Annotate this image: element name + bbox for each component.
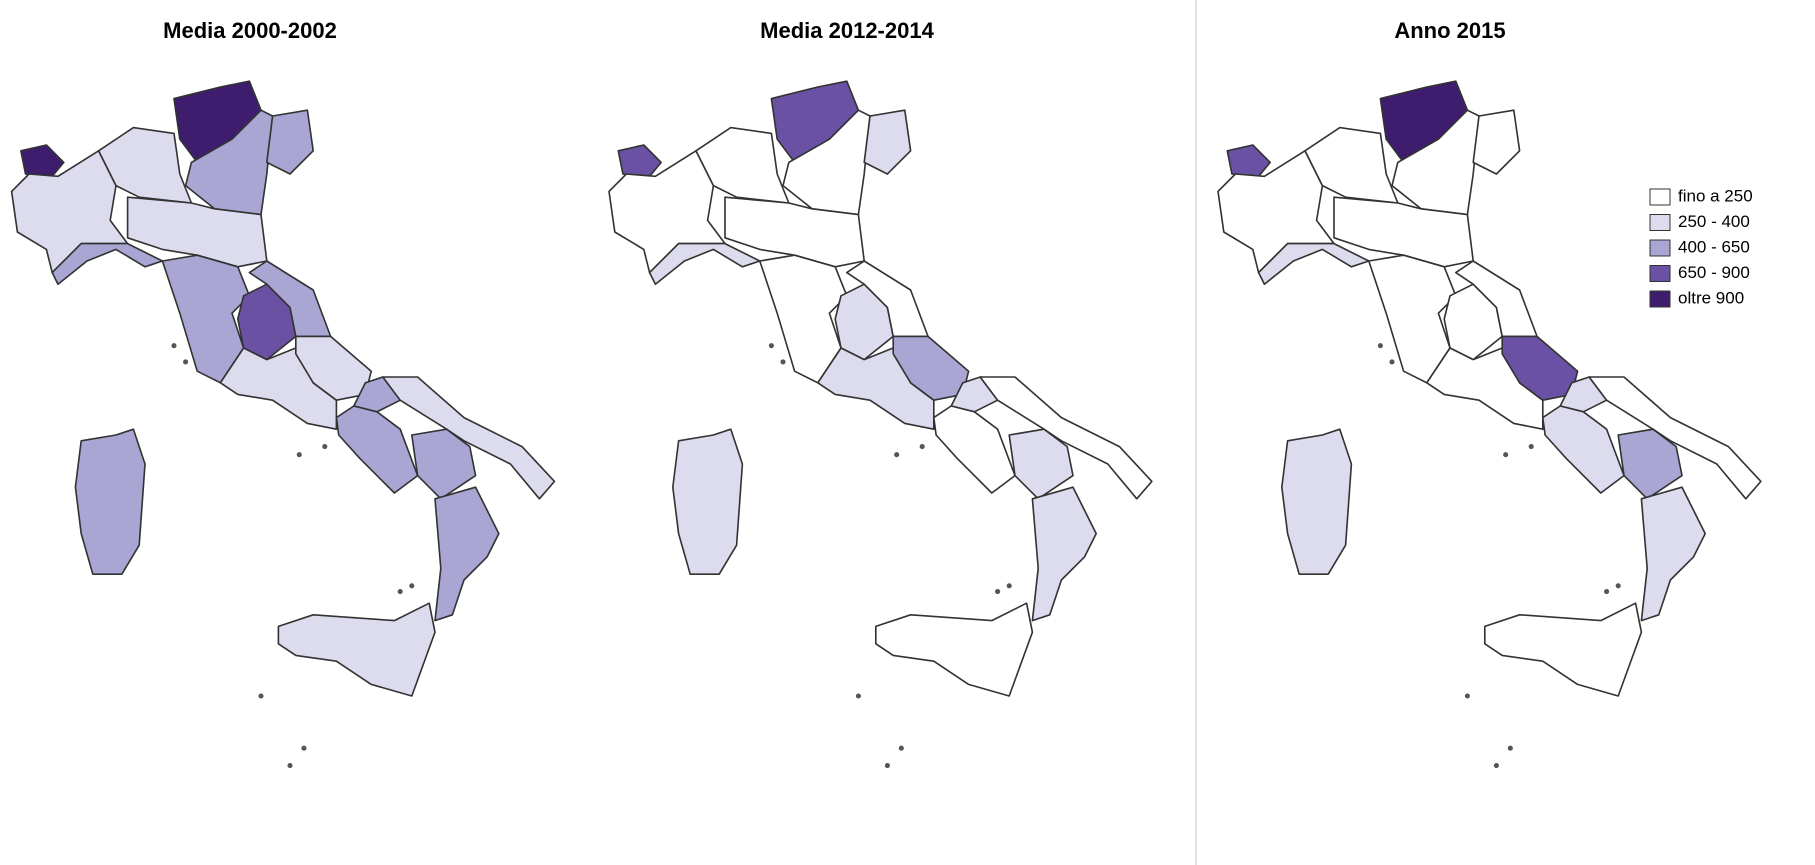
legend-label: 650 - 900: [1678, 263, 1750, 282]
island: [1615, 583, 1621, 589]
region: [863, 109, 912, 175]
region: [1617, 428, 1683, 500]
region: [126, 196, 268, 268]
island: [1503, 452, 1509, 458]
island: [301, 745, 307, 751]
region: [1031, 486, 1098, 622]
region: [1472, 109, 1521, 175]
maps: [10, 80, 1762, 769]
region: [1257, 242, 1370, 286]
region: [381, 376, 556, 500]
island: [884, 763, 890, 769]
map-title: Anno 2015: [1394, 18, 1505, 43]
legend-swatch: [1649, 239, 1671, 257]
island: [1006, 583, 1012, 589]
island: [171, 343, 177, 349]
island: [1604, 589, 1610, 595]
region: [74, 428, 146, 576]
region: [874, 602, 1034, 697]
region: [1280, 428, 1353, 576]
italy-map: [10, 80, 556, 769]
region: [1367, 254, 1457, 384]
island: [1377, 343, 1383, 349]
legend-swatch: [1649, 188, 1671, 206]
region: [1333, 196, 1475, 268]
region: [892, 335, 970, 402]
italy-map: [1217, 80, 1762, 769]
region: [294, 335, 373, 402]
island: [1389, 359, 1395, 365]
island: [409, 583, 415, 589]
region: [434, 486, 500, 622]
region: [617, 144, 663, 178]
island: [855, 693, 861, 699]
region: [51, 242, 164, 286]
region: [695, 126, 790, 204]
island: [995, 589, 1001, 595]
region: [265, 109, 315, 175]
island: [1528, 444, 1534, 450]
legend-label: 250 - 400: [1678, 212, 1750, 231]
island: [296, 452, 302, 458]
island: [1493, 763, 1499, 769]
region: [97, 126, 193, 204]
region: [608, 149, 726, 274]
island: [258, 693, 264, 699]
region: [724, 196, 866, 268]
island: [780, 359, 786, 365]
island: [1507, 745, 1513, 751]
island: [1464, 693, 1470, 699]
map-title: Media 2000-2002: [163, 18, 337, 43]
island: [397, 589, 403, 595]
region: [758, 254, 848, 384]
region: [1483, 602, 1643, 697]
region: [1226, 144, 1272, 178]
map-title: Media 2012-2014: [760, 18, 934, 43]
region: [648, 242, 761, 286]
island: [919, 444, 925, 450]
legend: fino a 250 250 - 400 400 - 650 650 - 900 olt…: [1649, 186, 1753, 308]
region: [277, 602, 436, 697]
island: [183, 359, 189, 365]
region: [1588, 376, 1762, 500]
island: [768, 343, 774, 349]
region: [20, 144, 65, 178]
island: [287, 763, 293, 769]
legend-swatch: [1649, 214, 1671, 231]
region: [1304, 126, 1399, 204]
italy-map: [608, 80, 1153, 769]
region: [979, 376, 1153, 500]
legend-label: 400 - 650: [1678, 237, 1750, 256]
region: [161, 254, 251, 384]
region: [1501, 335, 1579, 402]
region: [1008, 428, 1074, 500]
legend-swatch: [1649, 265, 1671, 282]
island: [898, 745, 904, 751]
region: [10, 149, 129, 274]
island: [894, 452, 900, 458]
region: [1217, 149, 1335, 274]
region: [410, 428, 477, 500]
legend-label: oltre 900: [1678, 288, 1744, 307]
region: [1640, 486, 1707, 622]
island: [322, 444, 328, 450]
legend-label: fino a 250: [1678, 186, 1753, 205]
legend-swatch: [1649, 290, 1671, 308]
region: [671, 428, 744, 576]
